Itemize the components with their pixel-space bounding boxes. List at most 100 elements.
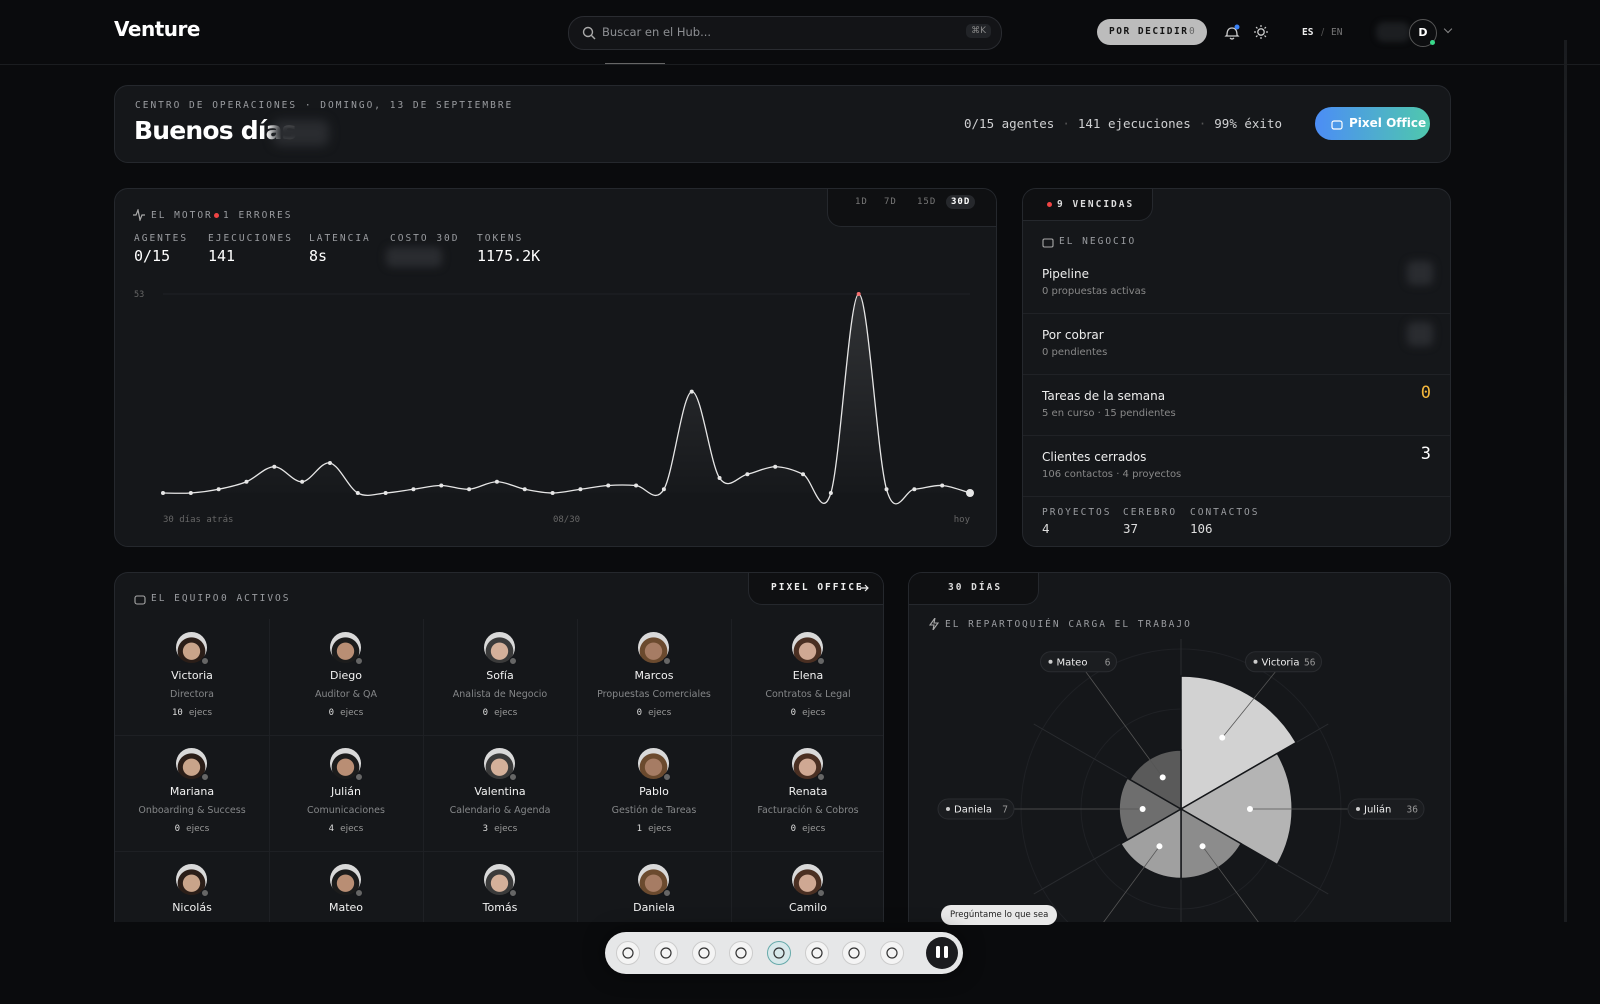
pixel-office-label: Pixel Office: [1349, 116, 1427, 130]
member-ejecs-count: 0: [174, 824, 181, 834]
business-panel: 9 VENCIDAS EL NEGOCIO Pipeline 0 propuestas…: [1022, 188, 1451, 547]
line-area: [163, 293, 970, 504]
line-point: [355, 491, 360, 495]
line-point: [244, 479, 249, 484]
team-active: 0 ACTIVOS: [221, 593, 291, 604]
polar-chart: Victoria 56 Julián 36 Daniela 7 Mateo 6: [937, 639, 1425, 943]
pixel-office-button[interactable]: Pixel Office: [1315, 107, 1430, 140]
team-member[interactable]: Victoria Directora 10 ejecs: [115, 619, 269, 735]
label-value: 36: [1407, 805, 1419, 816]
cell-divider: [731, 735, 732, 851]
wedge-label: Victoria 56: [1245, 651, 1322, 673]
metric-label: AGENTES: [134, 233, 189, 244]
row-divider: [1023, 374, 1450, 375]
team-member[interactable]: Diego Auditor & QA 0 ejecs: [269, 619, 423, 735]
line-point: [801, 472, 806, 477]
member-name: Nicolás: [172, 901, 212, 914]
lang-other[interactable]: EN: [1331, 27, 1343, 38]
line-point: [411, 487, 416, 492]
footer-value: 37: [1123, 521, 1139, 536]
member-ejecs-count: 1: [636, 824, 643, 834]
assistant-button[interactable]: [925, 936, 959, 970]
x-axis-label: 08/30: [553, 515, 580, 525]
team-member[interactable]: Mateo: [269, 851, 423, 943]
business-row-detail: 106 contactos · 4 proyectos: [1042, 469, 1182, 480]
member-ejecs: 0 ejecs: [423, 708, 577, 718]
icon: [133, 209, 145, 221]
team-member[interactable]: Daniela: [577, 851, 731, 943]
team-member[interactable]: Julián Comunicaciones 4 ejecs: [269, 735, 423, 851]
robot-icon: [1331, 120, 1343, 130]
label-name: Mateo: [1057, 657, 1088, 668]
dock-button[interactable]: [880, 941, 904, 965]
member-ejecs: 3 ejecs: [423, 824, 577, 834]
label-pill: [1040, 651, 1117, 673]
dock: [605, 932, 963, 974]
team-member[interactable]: Marcos Propuestas Comerciales 0 ejecs: [577, 619, 731, 735]
hero-panel: CENTRO DE OPERACIONES · DOMINGO, 13 DE S…: [114, 85, 1451, 163]
line-point: [216, 487, 221, 492]
dock-button[interactable]: [842, 941, 866, 965]
team-title: EL EQUIPO: [151, 593, 221, 604]
team-member[interactable]: Camilo: [731, 851, 883, 943]
wedge-dot: [1246, 806, 1253, 812]
label-name: Julián: [1363, 804, 1391, 816]
dock-button[interactable]: [616, 941, 640, 965]
team-member[interactable]: Nicolás: [115, 851, 269, 943]
member-ejecs-unit: ejecs: [648, 708, 672, 718]
theme-icon[interactable]: [1253, 24, 1269, 40]
lang-active[interactable]: ES: [1302, 27, 1314, 38]
icon: [1264, 35, 1267, 38]
member-ejecs-count: 4: [328, 824, 335, 834]
briefcase-icon: [1042, 238, 1054, 248]
hero-stat: 99% éxito: [1214, 116, 1282, 131]
icon: [591, 35, 596, 40]
team-member[interactable]: Tomás: [423, 851, 577, 943]
range-tab[interactable]: 30D: [946, 195, 976, 209]
dock-button[interactable]: [654, 941, 678, 965]
dock-button[interactable]: [729, 941, 753, 965]
pixel-office-link[interactable]: PIXEL OFFICE: [771, 582, 864, 593]
notifications-icon[interactable]: [1223, 23, 1241, 41]
member-name: Mariana: [169, 785, 215, 798]
dock-button[interactable]: [692, 941, 716, 965]
team-member[interactable]: Pablo Gestión de Tareas 1 ejecs: [577, 735, 731, 851]
team-member[interactable]: Sofía Analista de Negocio 0 ejecs: [423, 619, 577, 735]
member-ejecs: 10 ejecs: [115, 708, 269, 718]
range-tab[interactable]: 7D: [884, 197, 897, 207]
team-member[interactable]: Renata Facturación & Cobros 0 ejecs: [731, 735, 883, 851]
avatar[interactable]: D: [1409, 19, 1437, 47]
cell-divider: [423, 851, 424, 943]
pixel-office-tab[interactable]: PIXEL OFFICE: [748, 573, 883, 605]
team-member[interactable]: Mariana Onboarding & Success 0 ejecs: [115, 735, 269, 851]
workload-title: EL REPARTO: [945, 619, 1023, 630]
notification-dot: [1234, 24, 1240, 30]
member-name: Victoria: [171, 669, 213, 682]
line-point: [550, 491, 555, 495]
search-box[interactable]: Buscar en el Hub... ⌘K: [568, 16, 1002, 50]
icon: [1224, 27, 1240, 40]
icon: [134, 595, 146, 605]
member-role: Analista de Negocio: [452, 689, 548, 700]
team-member[interactable]: Valentina Calendario & Agenda 3 ejecs: [423, 735, 577, 851]
icon: [848, 947, 860, 959]
status-dot: [1430, 40, 1435, 45]
range-tab[interactable]: 1D: [855, 197, 868, 207]
wedge-label: Mateo 6: [1040, 651, 1117, 673]
member-ejecs-count: 0: [790, 824, 797, 834]
metric-label: COSTO 30D: [390, 233, 460, 244]
label-pill: [1347, 798, 1425, 820]
dock-button[interactable]: [805, 941, 829, 965]
icon: [622, 947, 634, 959]
greeting: Buenos días: [134, 116, 297, 145]
icon: [1042, 238, 1054, 248]
member-role: Auditor & QA: [314, 689, 378, 700]
team-member[interactable]: Elena Contratos & Legal 0 ejecs: [731, 619, 883, 735]
label-pill: [937, 798, 1015, 820]
range-tab[interactable]: 15D: [917, 197, 937, 207]
icon: [1255, 35, 1258, 38]
decide-button[interactable]: POR DECIDIR 0: [1097, 19, 1207, 45]
range-tab[interactable]: 30 DÍAS: [909, 573, 1039, 605]
dock-button[interactable]: [767, 941, 791, 965]
member-ejecs-unit: ejecs: [802, 708, 826, 718]
